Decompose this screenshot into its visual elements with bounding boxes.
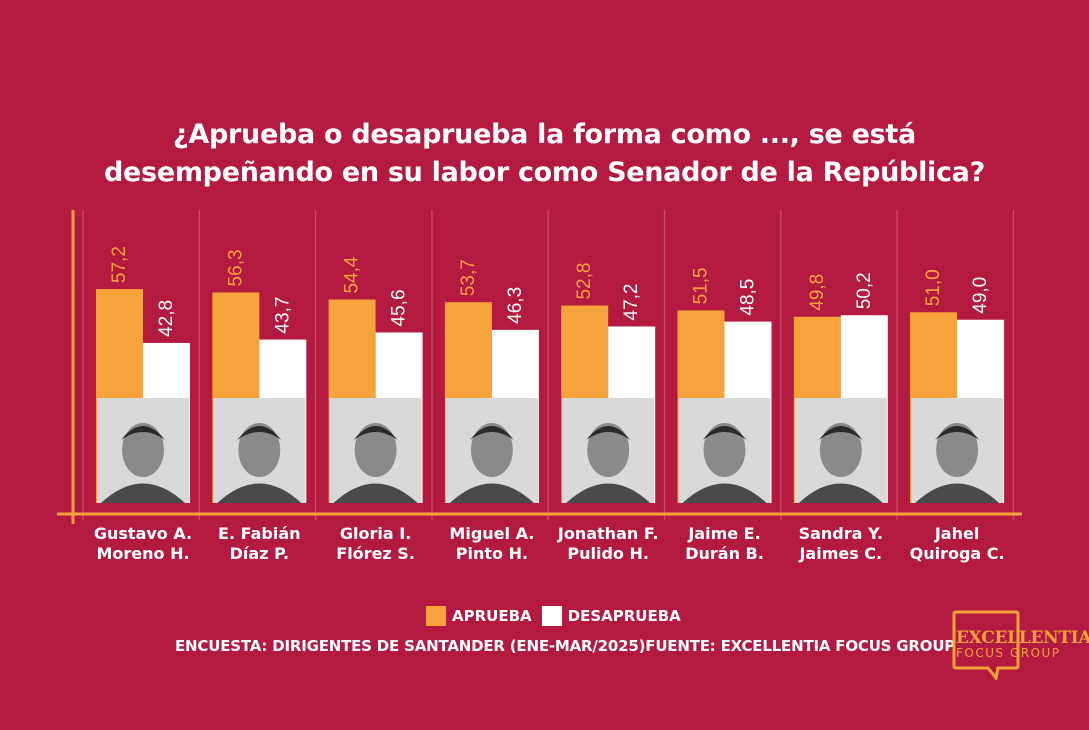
candidate-last-name: Pulido H. [567,544,649,563]
data-label-disapprove: 45,6 [389,289,410,326]
chart-title-line2: desempeñando en su labor como Senador de… [104,157,985,188]
candidate-name: Jonathan F. Pulido H. [549,524,667,564]
photo-face [819,423,862,477]
candidate-photo [678,398,771,503]
candidate-photo [445,398,538,503]
photo-shoulders [217,483,302,503]
photo-face [238,423,281,477]
photo-hair [121,426,165,440]
candidate-last-name: Jaimes C. [799,544,883,563]
photo-hair [586,426,631,440]
candidate-first-name: E. Fabián [218,524,301,543]
photo-face [587,423,630,477]
candidate-photo [329,398,422,503]
data-label-disapprove: 47,2 [621,283,642,320]
photo-face [936,423,979,477]
candidate-name: Jahel Quiroga C. [898,524,1016,564]
data-label-disapprove: 50,2 [854,272,875,309]
data-label-disapprove: 43,7 [272,297,293,334]
data-label-approve: 51,0 [923,269,944,306]
candidate-name: Jaime E. Durán B. [666,524,784,564]
candidate-last-name: Flórez S. [336,544,415,563]
data-label-approve: 56,3 [225,249,246,286]
legend-approve-label: APRUEBA [452,607,532,625]
candidate-last-name: Díaz P. [229,544,289,563]
photo-face [703,423,746,477]
logo-wordmark: EXCELLENTIA FOCUS GROUP [956,628,1089,660]
data-label-approve: 53,7 [458,259,479,296]
photo-face [122,423,164,477]
candidate-photo [213,398,306,503]
candidate-name: Sandra Y. Jaimes C. [782,524,900,564]
data-label-approve: 49,8 [807,274,828,311]
candidate-first-name: Miguel A. [449,524,535,543]
legend-approve-swatch [426,606,446,626]
photo-hair [237,426,282,440]
candidate-photo [97,398,189,503]
candidate-name: Gustavo A. Moreno H. [84,524,202,564]
candidate-name: Miguel A. Pinto H. [433,524,551,564]
candidate-photo [911,398,1004,503]
data-label-approve: 54,4 [342,256,363,293]
legend-disapprove-swatch [541,606,562,626]
candidate-first-name: Jahel [934,524,980,543]
candidate-first-name: Jonathan F. [557,524,659,543]
logo-line2: FOCUS GROUP [956,646,1061,660]
logo-line1: EXCELLENTIA [956,628,1089,648]
candidate-first-name: Jaime E. [688,524,761,543]
photo-shoulders [915,483,1000,503]
photo-hair [353,426,398,440]
candidate-last-name: Pinto H. [455,544,529,563]
excellentia-logo-icon [952,610,1020,680]
photo-face [470,423,513,477]
candidate-photo [794,398,887,503]
data-label-approve: 57,2 [109,246,130,283]
photo-shoulders [682,483,767,503]
candidate-first-name: Gloria I. [339,524,412,543]
legend-disapprove-label: DESAPRUEBA [567,607,681,625]
candidate-name: E. Fabián Díaz P. [200,524,318,564]
candidate-photo [562,398,655,503]
legend: APRUEBA DESAPRUEBA [426,606,681,626]
source-note: ENCUESTA: DIRIGENTES DE SANTANDER (ENE-M… [175,637,956,655]
photo-shoulders [449,483,534,503]
photo-shoulders [566,483,651,503]
photo-hair [935,426,980,440]
photo-hair [702,426,747,440]
data-label-disapprove: 49,0 [970,277,991,314]
photo-shoulders [101,483,185,503]
candidate-name: Gloria I. Flórez S. [317,524,435,564]
data-label-approve: 52,8 [574,263,595,300]
candidate-last-name: Quiroga C. [909,544,1005,563]
photo-shoulders [798,483,883,503]
photo-face [354,423,397,477]
photo-hair [818,426,863,440]
data-label-disapprove: 46,3 [505,287,526,324]
candidate-first-name: Gustavo A. [93,524,193,543]
candidate-last-name: Durán B. [685,544,764,563]
chart-title: ¿Aprueba o desaprueba la forma como ...,… [0,116,1089,192]
photo-hair [469,426,514,440]
candidate-last-name: Moreno H. [96,544,190,563]
chart-title-line1: ¿Aprueba o desaprueba la forma como ...,… [173,119,916,150]
data-label-disapprove: 42,8 [156,300,177,337]
data-label-disapprove: 48,5 [738,279,759,316]
candidate-first-name: Sandra Y. [798,524,884,543]
photo-shoulders [333,483,418,503]
data-label-approve: 51,5 [691,267,712,304]
